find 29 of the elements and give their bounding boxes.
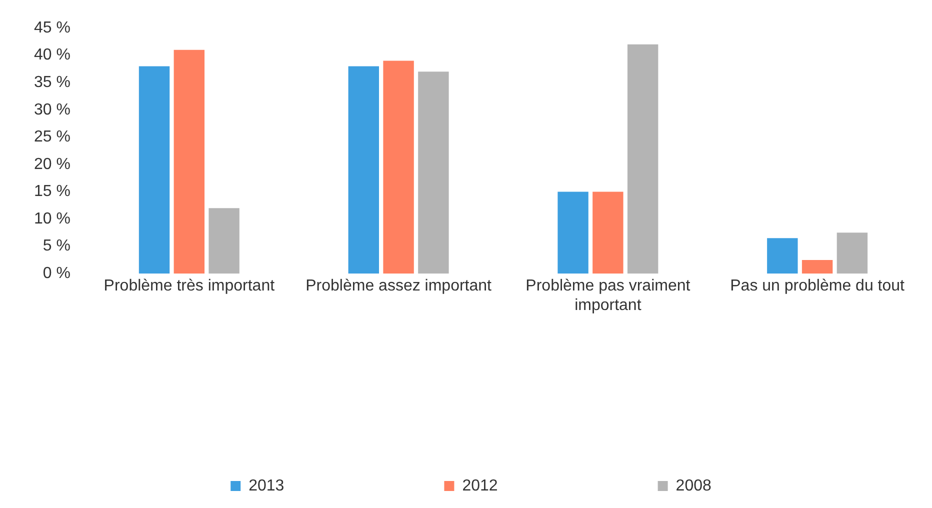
y-tick-label: 0 %	[42, 265, 70, 282]
bar	[558, 192, 588, 274]
x-tick-label: Problème assez important	[306, 278, 492, 295]
y-tick-label: 40 %	[34, 46, 70, 64]
bar	[348, 66, 379, 274]
x-tick-label: Pas un problème du tout	[730, 278, 906, 295]
x-tick-label: Problème très important	[104, 278, 276, 295]
bar	[592, 192, 624, 274]
x-tick-label: Problème pas vraiment important	[526, 278, 691, 314]
y-tick-label: 35 %	[34, 74, 70, 91]
y-tick-label: 20 %	[34, 156, 70, 173]
y-tick-label: 10 %	[34, 210, 70, 228]
y-tick-label: 25 %	[34, 128, 70, 146]
bar	[418, 72, 449, 274]
y-tick-label: 30 %	[34, 101, 70, 118]
y-tick-label: 15 %	[34, 183, 70, 200]
bar	[138, 66, 170, 274]
legend-label: 2012	[462, 477, 498, 494]
bar	[627, 44, 658, 274]
y-tick-label: 45 %	[34, 19, 70, 36]
bar	[767, 238, 798, 274]
bar	[802, 260, 833, 274]
bar	[208, 208, 240, 274]
bar	[383, 60, 414, 274]
legend-label: 2013	[248, 477, 284, 494]
y-tick-label: 5 %	[42, 238, 70, 255]
bar	[174, 50, 205, 274]
legend-label: 2008	[676, 477, 712, 494]
bar	[836, 232, 868, 274]
